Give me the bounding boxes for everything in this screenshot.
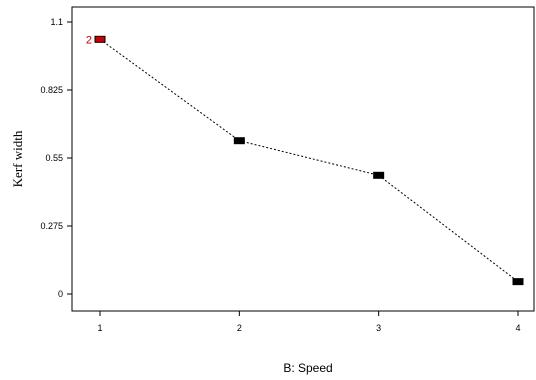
x-tick-label: 3 bbox=[376, 323, 381, 333]
y-axis-title: Kerf width bbox=[10, 130, 25, 187]
x-tick-label: 2 bbox=[237, 323, 242, 333]
series-line bbox=[99, 38, 519, 283]
y-tick-label: 0.55 bbox=[45, 153, 63, 163]
x-tick-label: 4 bbox=[515, 323, 520, 333]
data-point bbox=[373, 171, 385, 179]
x-axis-title: B: Speed bbox=[283, 361, 332, 375]
y-tick-label: 1.1 bbox=[50, 17, 63, 27]
plot-frame bbox=[71, 6, 535, 312]
series-layer: 2 bbox=[86, 34, 524, 286]
y-tick-label: 0.825 bbox=[40, 85, 63, 95]
data-point bbox=[512, 278, 524, 286]
data-point bbox=[233, 137, 245, 145]
data-point bbox=[94, 35, 106, 43]
x-tick-label: 1 bbox=[97, 323, 102, 333]
point-annotation: 2 bbox=[86, 34, 92, 46]
y-tick-label: 0 bbox=[58, 289, 63, 299]
y-tick-label: 0.275 bbox=[40, 221, 63, 231]
axes: 0 0.275 0.55 0.825 1.1 1 2 3 4 bbox=[40, 17, 520, 333]
